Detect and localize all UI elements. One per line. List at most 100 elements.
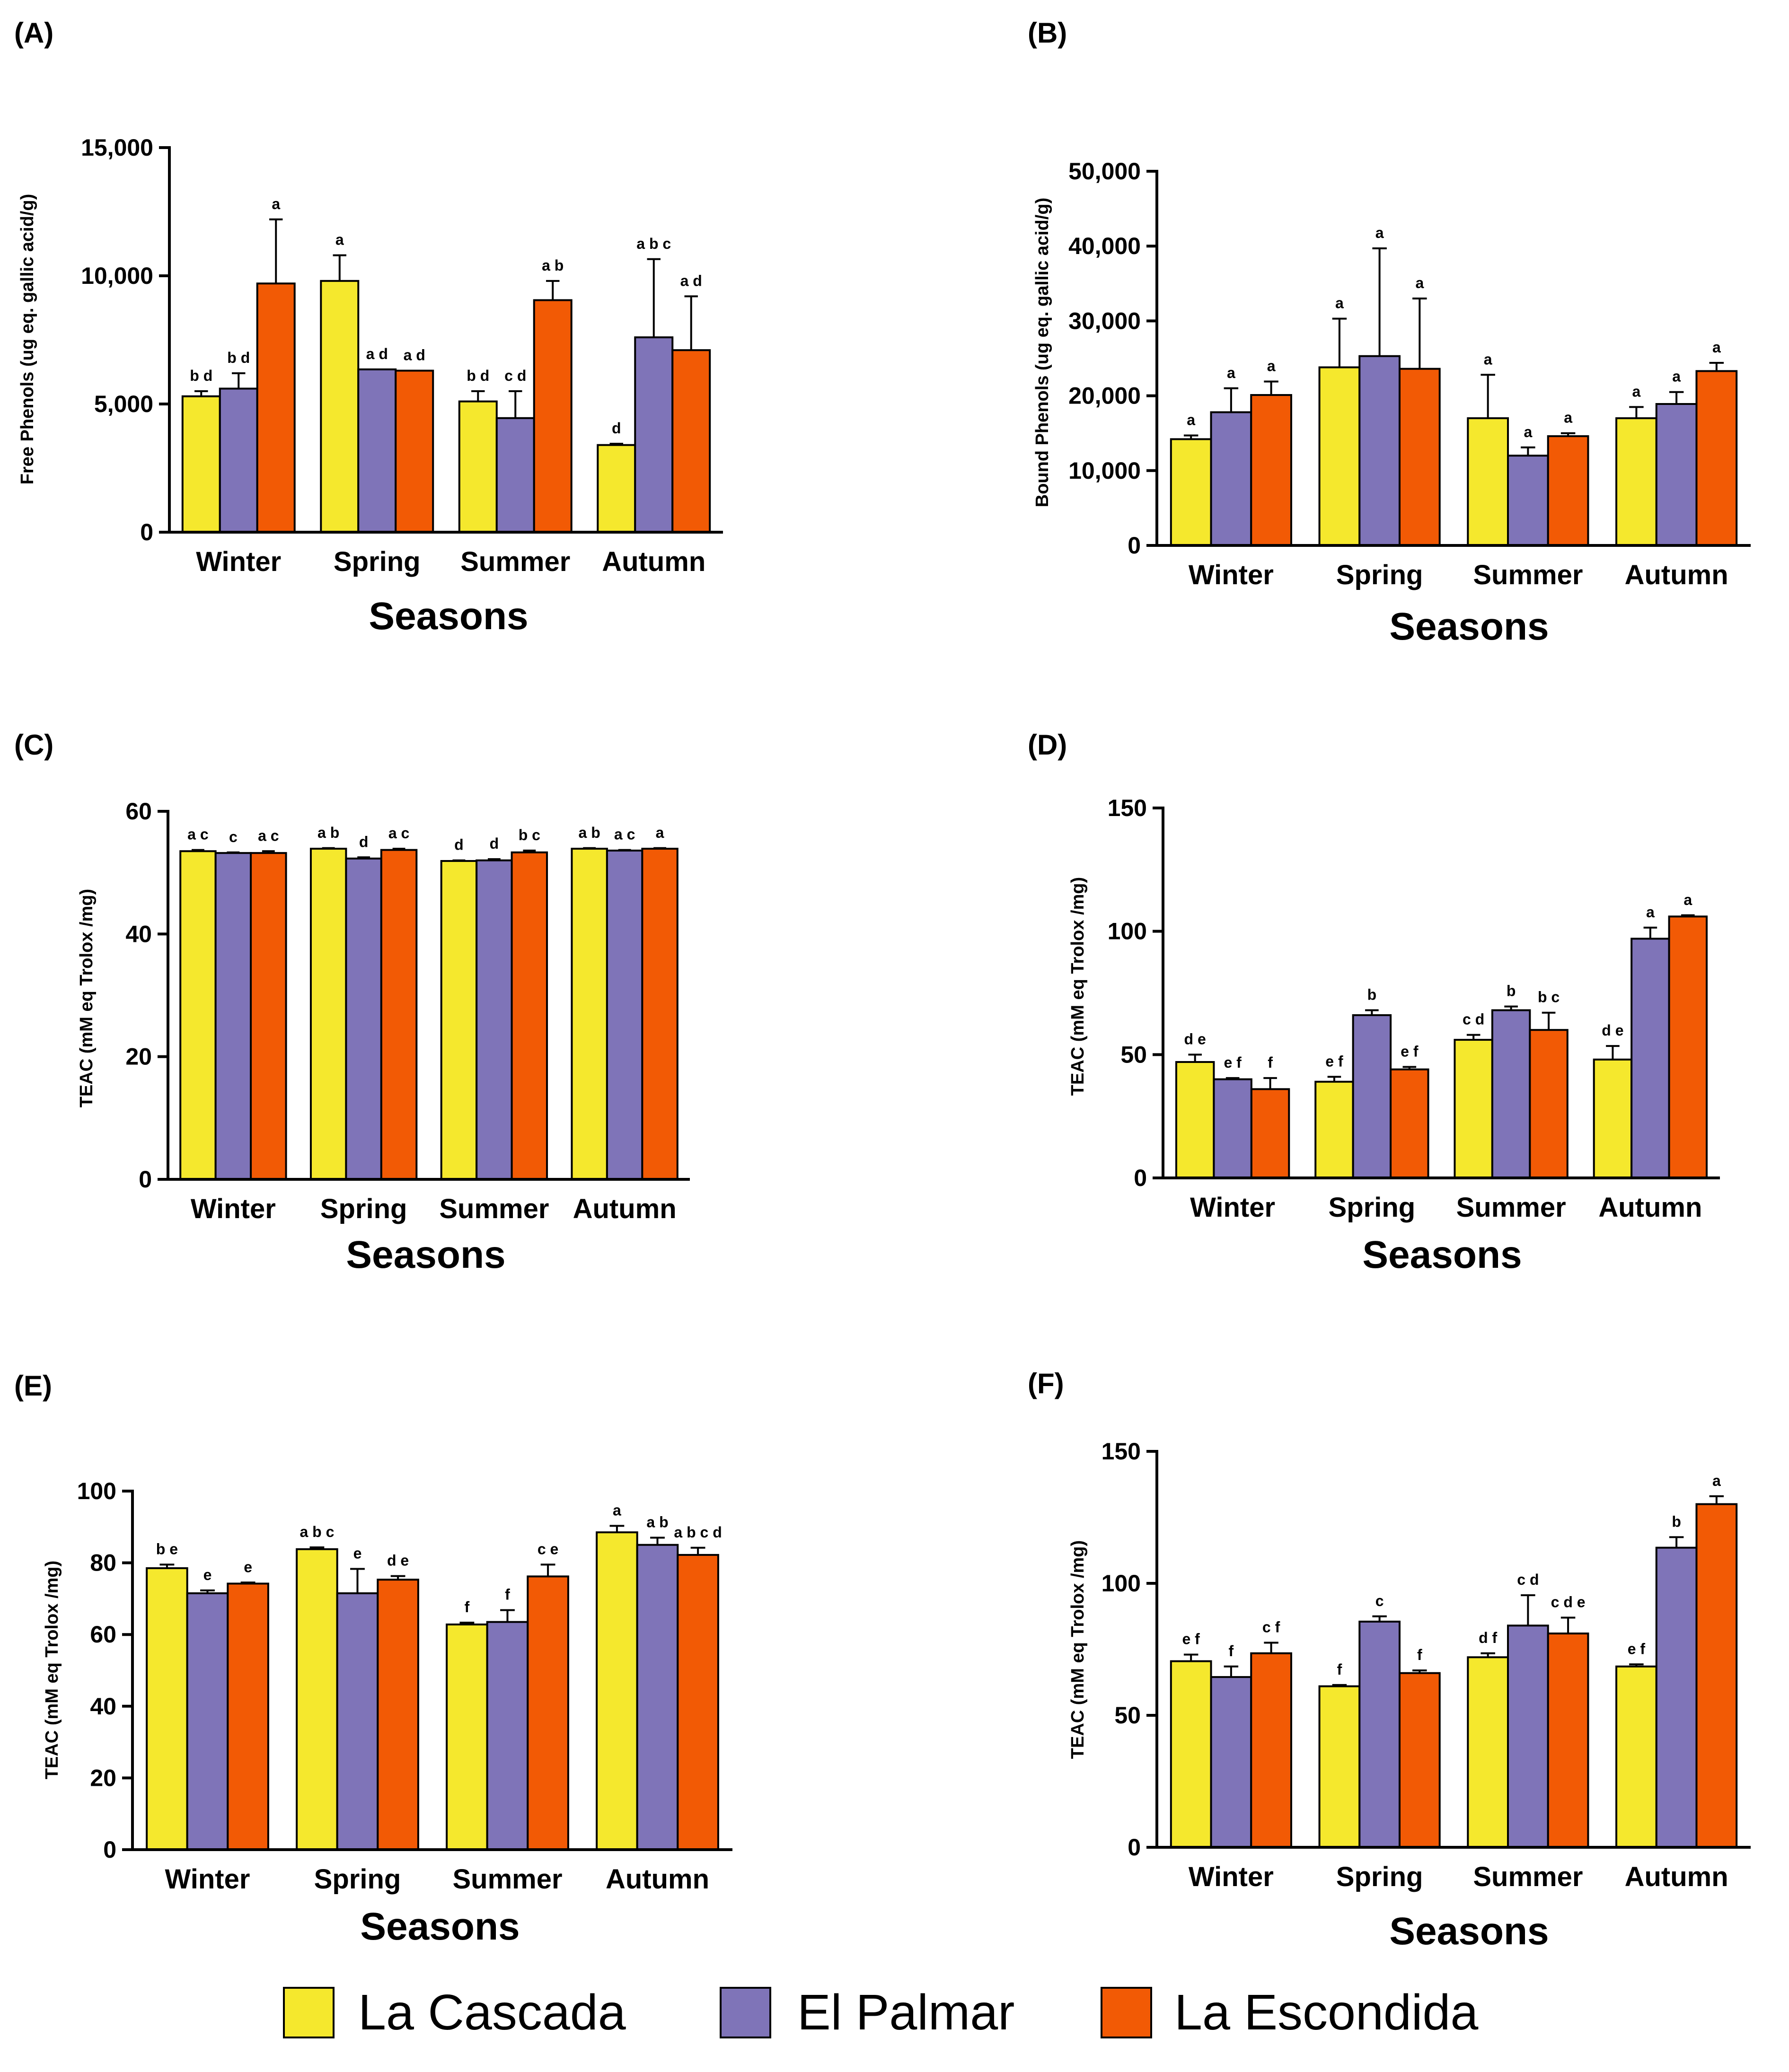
- y-tick-label: 5,000: [94, 391, 153, 417]
- significance-label: a: [1712, 1472, 1721, 1489]
- panel-letter-d: (D): [1028, 729, 1067, 761]
- significance-label: c d: [1463, 1011, 1484, 1028]
- y-tick-label: 80: [90, 1550, 116, 1576]
- significance-label: b d: [467, 367, 489, 384]
- y-tick-label: 0: [1128, 1834, 1141, 1861]
- panel-letter-f: (F): [1028, 1368, 1064, 1399]
- chart-panel-b: (B) Bound Phenols (ug eq. gallic acid/g) 0…: [1028, 17, 1751, 648]
- panel-letter-a: (A): [14, 17, 53, 49]
- significance-label: a: [272, 195, 280, 212]
- y-tick-label: 60: [125, 798, 152, 825]
- bar-summer-la-cascada: [1467, 1656, 1509, 1848]
- bar-spring-la-cascada: [1314, 1080, 1354, 1179]
- x-tick-label-autumn: Autumn: [602, 546, 705, 577]
- bar-autumn-la-escondida: [671, 349, 711, 533]
- significance-label: f: [1268, 1054, 1273, 1071]
- y-tick-label: 0: [140, 519, 153, 545]
- x-tick-label-spring: Spring: [314, 1864, 401, 1895]
- y-tick-label: 0: [103, 1836, 116, 1863]
- y-tick-label: 100: [1108, 918, 1147, 945]
- significance-label: f: [1417, 1646, 1422, 1663]
- significance-label: c d e: [1551, 1594, 1586, 1611]
- y-tick-label: 40: [90, 1693, 116, 1720]
- significance-label: a d: [680, 272, 702, 289]
- bar-autumn-la-cascada: [571, 848, 608, 1180]
- significance-label: c e: [538, 1540, 558, 1557]
- y-tick-label: 100: [77, 1478, 116, 1504]
- chart-panel-c: (C) TEAC (mM eq Trolox /mg) 0 20 40 60 a c c a c…: [14, 729, 690, 1276]
- legend-label-el-palmar: El Palmar: [797, 1984, 1014, 2040]
- bar-summer-la-escondida: [1547, 1633, 1589, 1849]
- bar-winter-la-escondida: [1250, 394, 1292, 546]
- bar-spring-la-cascada: [296, 1548, 338, 1851]
- x-axis-title-c: Seasons: [346, 1233, 505, 1276]
- significance-label: b d: [190, 367, 212, 384]
- significance-label: d e: [1602, 1022, 1623, 1039]
- bar-summer-la-cascada: [440, 860, 478, 1180]
- significance-label: c d: [504, 367, 526, 384]
- bar-autumn-la-cascada: [1615, 417, 1657, 546]
- bar-summer-la-escondida: [533, 299, 573, 533]
- significance-label: a: [1375, 224, 1384, 241]
- y-tick-label: 150: [1102, 1438, 1141, 1465]
- bar-summer-la-cascada: [458, 400, 498, 534]
- significance-label: f: [1337, 1661, 1342, 1678]
- legend-swatch-la-escondida: [1101, 1987, 1152, 2038]
- bar-summer-la-escondida: [1547, 435, 1589, 547]
- bar-spring-la-cascada: [309, 848, 347, 1180]
- significance-label: d f: [1479, 1629, 1497, 1646]
- significance-label: a b c: [300, 1523, 334, 1540]
- significance-label: a: [335, 231, 344, 248]
- bar-autumn-la-cascada: [1615, 1665, 1657, 1849]
- bar-spring-la-escondida: [395, 369, 434, 533]
- bar-winter-la-cascada: [1170, 1660, 1212, 1849]
- y-tick-label: 0: [1128, 532, 1141, 559]
- significance-label: d: [359, 833, 369, 850]
- bar-autumn-la-escondida: [641, 848, 679, 1180]
- y-tick-label: 40,000: [1068, 233, 1141, 259]
- x-tick-label-autumn: Autumn: [1625, 560, 1728, 590]
- bar-summer-la-cascada: [1467, 417, 1509, 546]
- legend-swatch-el-palmar: [720, 1987, 771, 2038]
- y-tick-label: 15,000: [81, 134, 153, 161]
- y-tick-label: 50,000: [1068, 158, 1141, 184]
- bar-winter-la-escondida: [250, 852, 287, 1180]
- significance-label: a b c: [636, 235, 671, 252]
- significance-label: e f: [1224, 1054, 1242, 1071]
- x-tick-label-spring: Spring: [1336, 560, 1423, 590]
- bar-autumn-el-palmar: [606, 849, 643, 1180]
- y-tick-label: 60: [90, 1621, 116, 1648]
- y-axis-label-f: TEAC (mM eq Trolox /mg): [1068, 1540, 1088, 1759]
- bar-winter-la-escondida: [1250, 1652, 1292, 1849]
- significance-label: d: [454, 836, 464, 853]
- y-tick-label: 50: [1114, 1702, 1141, 1729]
- legend-swatch-la-cascada: [283, 1987, 335, 2038]
- panel-letter-c: (C): [14, 729, 53, 761]
- bar-spring-la-cascada: [1318, 366, 1361, 546]
- legend: La Cascada El Palmar La Escondida: [283, 1984, 1478, 2040]
- x-tick-label-winter: Winter: [191, 1194, 276, 1224]
- chart-panel-f: (F) TEAC (mM eq Trolox /mg) 0 50 100 150 e f f c…: [1028, 1368, 1751, 1953]
- bar-autumn-la-cascada: [596, 1531, 638, 1851]
- bar-autumn-la-cascada: [597, 444, 636, 533]
- bar-winter-la-escondida: [227, 1582, 269, 1851]
- significance-label: a b: [317, 824, 339, 841]
- significance-label: a c: [187, 826, 208, 843]
- bar-summer-la-cascada: [446, 1623, 488, 1851]
- y-axis-label-e: TEAC (mM eq Trolox /mg): [42, 1561, 62, 1779]
- bar-autumn-el-palmar: [1655, 1546, 1698, 1848]
- x-tick-label-summer: Summer: [1456, 1192, 1566, 1223]
- significance-label: f: [505, 1586, 510, 1603]
- y-tick-label: 20,000: [1068, 383, 1141, 409]
- bar-autumn-la-escondida: [1668, 915, 1708, 1179]
- bar-spring-la-cascada: [320, 280, 360, 533]
- bar-summer-el-palmar: [1507, 455, 1549, 546]
- x-tick-label-winter: Winter: [165, 1864, 250, 1895]
- x-tick-label-spring: Spring: [1336, 1861, 1423, 1892]
- significance-label: d e: [387, 1552, 409, 1569]
- bar-summer-la-escondida: [527, 1575, 569, 1851]
- bar-winter-el-palmar: [214, 852, 252, 1180]
- panel-letter-e: (E): [14, 1370, 52, 1402]
- significance-label: a d: [404, 347, 425, 364]
- bar-autumn-el-palmar: [636, 1544, 679, 1851]
